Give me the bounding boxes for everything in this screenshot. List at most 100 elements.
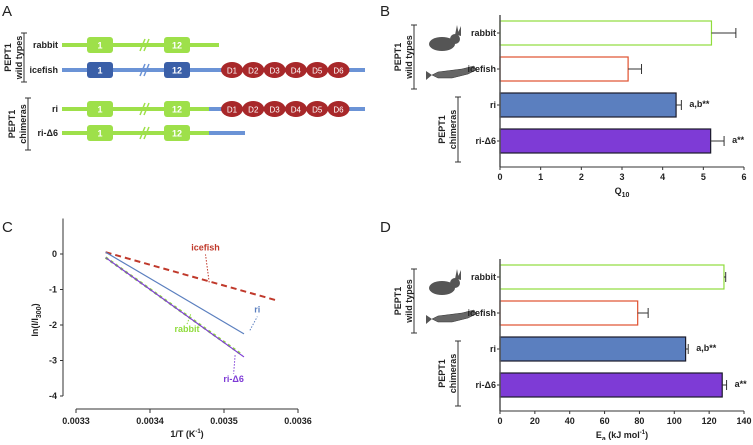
transmembrane-domain: [87, 125, 113, 141]
bact-domain-label: D3: [269, 106, 280, 115]
series-line-ri: [105, 251, 245, 335]
y-tick-label: -1: [49, 285, 57, 295]
bact-domain: [263, 101, 286, 117]
transmembrane-label: 12: [172, 41, 182, 51]
panel-label-b: B: [380, 3, 390, 20]
chimeras-group-label: chimeras: [448, 110, 458, 150]
wild-types-group-label: wild types: [404, 279, 414, 324]
significance-annotation: a**: [732, 135, 745, 145]
series-line-ri-Δ6: [105, 257, 245, 358]
construct-label: rabbit: [33, 40, 58, 50]
icefish-icon: [426, 65, 477, 80]
bact-domain-label: D2: [248, 67, 259, 76]
x-tick-label: 6: [741, 172, 746, 182]
bar-ri-Δ6: [499, 128, 712, 154]
transmembrane-label: 1: [97, 129, 102, 139]
bact-domain: [221, 62, 243, 78]
transmembrane-domain: [87, 101, 113, 117]
x-tick-label: 0.0033: [62, 416, 90, 426]
series-label: ri-Δ6: [223, 374, 243, 384]
bact-domain: [327, 101, 350, 117]
x-tick-label: 1: [538, 172, 543, 182]
break-mark-icon: [139, 38, 150, 52]
significance-annotation: a,b**: [696, 343, 717, 353]
chimeras-group-label: PEPT1: [437, 359, 447, 388]
x-axis-title: Ea (kJ mol-1): [596, 430, 648, 440]
chimeras-group-label: chimeras: [448, 354, 458, 394]
rabbit-icon: [429, 269, 461, 295]
break-mark-icon: [139, 102, 150, 116]
bar-icefish: [499, 56, 629, 82]
chimeras-group-label: PEPT1: [437, 115, 447, 144]
x-tick-label: 60: [600, 416, 610, 426]
bact-domain: [242, 101, 265, 117]
bact-domain-label: D6: [333, 106, 344, 115]
rabbit-body: [429, 281, 455, 295]
x-tick-label: 80: [634, 416, 644, 426]
x-axis-title: Q10: [615, 186, 630, 199]
construct-label: icefish: [29, 65, 58, 75]
category-label: ri: [490, 100, 496, 110]
y-tick-label: -3: [49, 356, 57, 366]
x-tick-label: 100: [667, 416, 682, 426]
significance-annotation: a**: [735, 379, 748, 389]
bact-domain-label: D3: [269, 67, 280, 76]
transmembrane-domain: [164, 125, 190, 141]
transmembrane-domain: [164, 101, 190, 117]
transmembrane-label: 1: [97, 41, 102, 51]
wild-types-group-label: wild types: [404, 35, 414, 80]
icefish-tail: [426, 71, 432, 80]
break-mark-icon: [139, 126, 150, 140]
x-tick-label: 3: [619, 172, 624, 182]
x-tick-label: 40: [565, 416, 575, 426]
transmembrane-label: 1: [97, 105, 102, 115]
bact-domain-label: D2: [248, 106, 259, 115]
bar-rabbit: [499, 264, 725, 290]
wild-types-group-label: PEPT1: [393, 287, 403, 316]
icefish-icon: [426, 309, 477, 324]
category-label: ri: [490, 344, 496, 354]
x-tick-label: 0: [497, 416, 502, 426]
leader-line: [249, 316, 258, 331]
bact-domain: [242, 62, 265, 78]
panel-label-a: A: [2, 3, 12, 20]
break-mark-icon: [139, 63, 150, 77]
category-label: rabbit: [471, 272, 496, 282]
bact-domain-label: D5: [312, 67, 323, 76]
x-tick-label: 5: [701, 172, 706, 182]
x-tick-label: 140: [736, 416, 751, 426]
bact-domain-label: D1: [227, 67, 238, 76]
panel-label-c: C: [2, 219, 13, 236]
significance-annotation: a,b**: [689, 99, 710, 109]
y-axis-title: ln(I/I300): [30, 303, 43, 336]
leader-line: [205, 254, 210, 283]
bar-rabbit: [499, 20, 713, 46]
bact-domain: [306, 101, 329, 117]
transmembrane-label: 12: [172, 129, 182, 139]
y-tick-label: 0: [52, 249, 57, 259]
bact-domain: [221, 101, 243, 117]
series-label: icefish: [191, 242, 220, 252]
x-tick-label: 20: [530, 416, 540, 426]
chimeras-group-label: chimeras: [18, 104, 28, 144]
rabbit-head: [450, 278, 460, 288]
x-tick-label: 4: [660, 172, 665, 182]
y-tick-label: -2: [49, 320, 57, 330]
transmembrane-label: 12: [172, 66, 182, 76]
transmembrane-label: 1: [97, 66, 102, 76]
series-label: rabbit: [174, 324, 199, 334]
transmembrane-domain: [164, 37, 190, 53]
transmembrane-label: 12: [172, 105, 182, 115]
bar-ri: [499, 92, 677, 118]
leader-line: [233, 355, 236, 374]
transmembrane-domain: [87, 37, 113, 53]
x-tick-label: 0.0036: [284, 416, 312, 426]
category-label: ri-Δ6: [476, 380, 496, 390]
bact-domain-label: D4: [291, 67, 302, 76]
rabbit-head: [450, 34, 460, 44]
panel-label-d: D: [380, 219, 391, 236]
